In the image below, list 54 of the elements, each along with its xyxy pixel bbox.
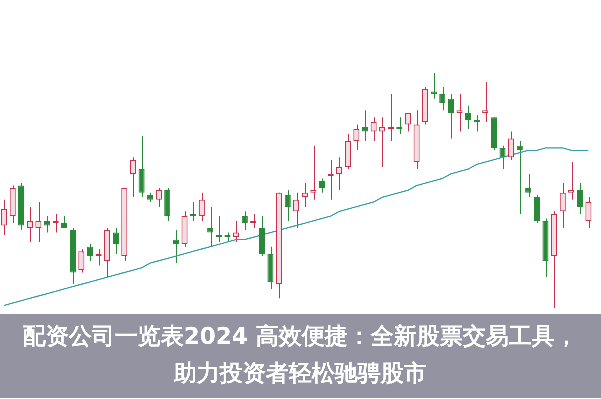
candlestick: [482, 82, 489, 123]
candlestick: [465, 105, 472, 130]
candlestick: [293, 192, 300, 229]
candlestick: [345, 134, 352, 170]
candlestick: [586, 197, 592, 229]
candlestick: [508, 131, 514, 160]
candlestick: [328, 159, 334, 200]
candlestick: [216, 216, 222, 243]
candlestick: [336, 157, 342, 191]
candlestick: [310, 145, 317, 200]
candlestick: [173, 230, 180, 264]
candlestick: [516, 140, 523, 214]
candlestick: [388, 94, 394, 142]
candlestick: [130, 157, 136, 198]
candlestick: [113, 228, 120, 254]
candlestick: [233, 220, 240, 243]
candlestick: [396, 117, 403, 135]
text: 配资公司一览表2024 高效便捷：全新股票交易工具，助力投资者轻松驰骋股市: [22, 323, 580, 389]
candlestick: [208, 206, 214, 248]
candlestick: [440, 86, 446, 112]
candlestick: [474, 114, 480, 132]
candlestick: [164, 188, 171, 222]
candlestick: [138, 136, 145, 198]
candlestick: [577, 182, 584, 214]
candlestick: [362, 110, 368, 142]
candlestick: [224, 232, 231, 243]
candlestick: [27, 206, 34, 243]
candlestick: [44, 216, 50, 234]
candlestick: [147, 192, 154, 203]
candlestick: [560, 182, 566, 229]
candlestick: [354, 124, 360, 152]
candlestick: [456, 94, 463, 132]
candlestick: [242, 211, 248, 231]
candlestick: [534, 194, 540, 224]
candlestick: [302, 182, 308, 208]
candlestick: [36, 202, 42, 243]
candlestick: [96, 248, 102, 266]
candlestick: [87, 244, 94, 262]
candlestick: [1, 199, 8, 236]
candlestick: [526, 174, 532, 198]
candlestick: [319, 178, 326, 194]
candlestick: [405, 112, 412, 132]
candlestick: [379, 117, 386, 168]
candlestick: [78, 248, 85, 274]
candlestick: [198, 192, 205, 222]
candlestick: [370, 117, 377, 142]
candlestick: [52, 214, 59, 234]
candlestick: [250, 214, 257, 229]
candlestick: [500, 145, 506, 170]
candlestick: [190, 202, 196, 222]
candlestick: [448, 94, 454, 140]
candlestick: [568, 162, 575, 200]
candlestick: [259, 216, 266, 257]
candlestick: [284, 190, 291, 222]
